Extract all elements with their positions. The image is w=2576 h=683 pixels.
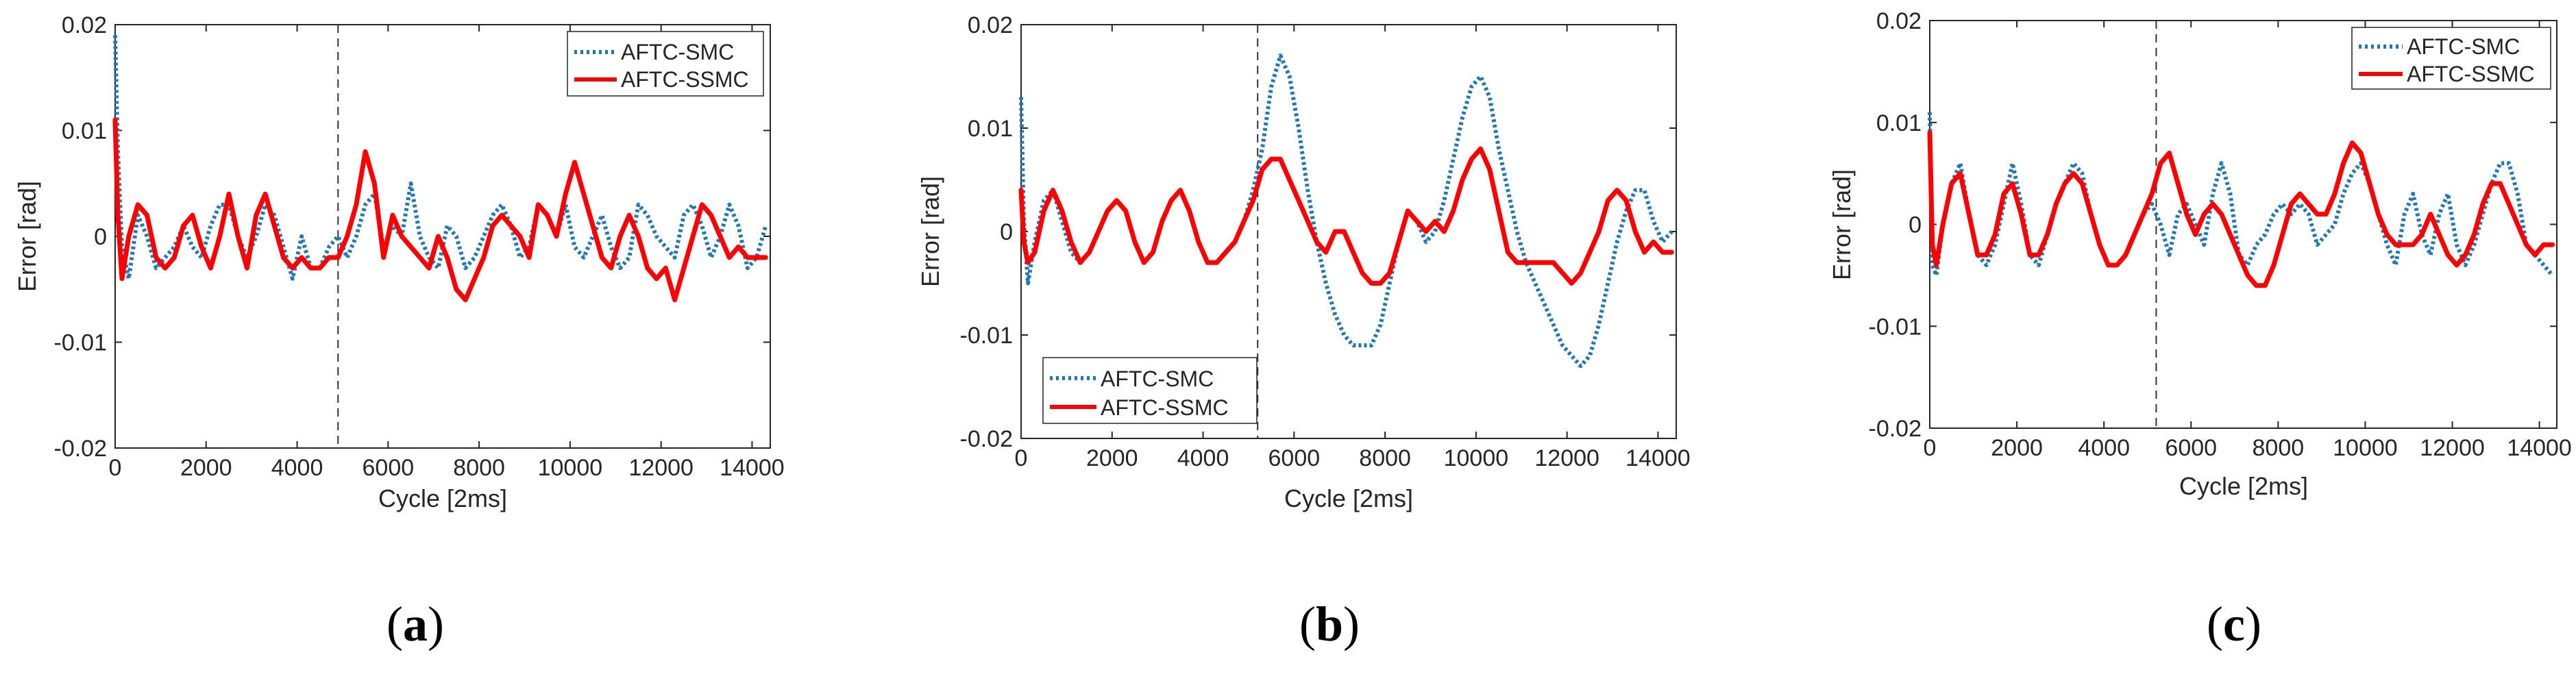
x-tick-label-b: 0 xyxy=(1015,445,1028,471)
x-tick-label-b: 2000 xyxy=(1086,445,1138,471)
x-axis-label-c: Cycle [2ms] xyxy=(2179,472,2308,500)
y-tick-label-b: 0.02 xyxy=(968,12,1013,38)
caption-letter-a: a xyxy=(403,597,428,651)
x-tick-label-a: 8000 xyxy=(453,455,505,481)
y-tick-label-b: 0 xyxy=(1000,219,1013,245)
x-tick-label-a: 4000 xyxy=(271,455,323,481)
x-tick-label-a: 12000 xyxy=(628,455,694,481)
grid-layer-c: 0 2000 4000 6000 8000 10000 12000 14000 -0.02 -0.… xyxy=(1869,8,2572,461)
x-axis-label-a: Cycle [2ms] xyxy=(378,484,507,512)
legend-label-smc-a: AFTC-SMC xyxy=(621,40,734,64)
x-tick-label-c: 14000 xyxy=(2507,435,2572,461)
y-axis-label-c: Error [rad] xyxy=(1828,169,1856,280)
caption-c: (c) xyxy=(2207,597,2261,651)
caption-b: (b) xyxy=(1299,597,1360,651)
x-tick-label-b: 8000 xyxy=(1359,445,1411,471)
x-tick-label-c: 12000 xyxy=(2420,435,2485,461)
y-tick-label-a: 0 xyxy=(94,224,107,250)
panel-a: 0 2000 4000 6000 8000 10000 12000 14000 -0.02 -0.… xyxy=(13,12,785,651)
y-axis-label-a: Error [rad] xyxy=(13,181,41,292)
grid-layer-a: 0 2000 4000 6000 8000 10000 12000 14000 -0.02 -0.… xyxy=(54,12,785,481)
x-tick-label-c: 10000 xyxy=(2333,435,2398,461)
legend-label-ssmc-a: AFTC-SSMC xyxy=(621,67,749,92)
series-layer-c xyxy=(1927,21,2555,428)
x-tick-label-b: 10000 xyxy=(1444,445,1509,471)
y-tick-label-c: 0 xyxy=(1909,212,1922,238)
caption-letter-c: c xyxy=(2223,597,2245,651)
series-line-aftc-smc-b xyxy=(1019,53,1673,369)
grid-layer-b: 0 2000 4000 6000 8000 10000 12000 14000 -0.02 -0.… xyxy=(960,12,1691,471)
x-tick-label-c: 6000 xyxy=(2165,435,2217,461)
legend-label-ssmc-c: AFTC-SSMC xyxy=(2407,62,2535,86)
x-tick-label-b: 14000 xyxy=(1626,445,1691,471)
legend-label-smc-b: AFTC-SMC xyxy=(1101,367,1214,391)
series-line-aftc-ssmc-b xyxy=(1018,146,1674,286)
legend-box-a xyxy=(567,31,764,97)
x-tick-label-b: 4000 xyxy=(1177,445,1229,471)
series-layer-a xyxy=(112,25,768,448)
series-layer-b xyxy=(1018,25,1674,438)
y-tick-label-a: 0.02 xyxy=(62,12,107,38)
y-tick-label-c: 0.02 xyxy=(1876,8,1922,34)
series-line-aftc-smc-a xyxy=(113,35,768,281)
x-tick-label-c: 8000 xyxy=(2253,435,2305,461)
y-tick-label-a: -0.02 xyxy=(54,436,108,462)
legend-b: AFTC-SMC AFTC-SSMC xyxy=(1042,357,1258,424)
y-tick-label-a: -0.01 xyxy=(54,330,108,356)
x-tick-label-c: 2000 xyxy=(1991,435,2043,461)
x-tick-label-c: 4000 xyxy=(2078,435,2130,461)
legend-label-smc-c: AFTC-SMC xyxy=(2407,34,2520,59)
series-line-aftc-ssmc-c xyxy=(1927,130,2555,288)
panel-c: 0 2000 4000 6000 8000 10000 12000 14000 -0.02 -0.… xyxy=(1828,8,2572,651)
y-tick-label-c: 0.01 xyxy=(1876,110,1922,136)
x-tick-label-b: 6000 xyxy=(1268,445,1321,471)
x-tick-label-a: 6000 xyxy=(363,455,415,481)
panel-b: 0 2000 4000 6000 8000 10000 12000 14000 -0.02 -0.… xyxy=(916,12,1691,651)
legend-box-b xyxy=(1042,357,1258,424)
x-tick-label-a: 2000 xyxy=(180,455,232,481)
series-line-aftc-ssmc-a xyxy=(112,117,768,303)
x-tick-label-a: 10000 xyxy=(538,455,603,481)
y-tick-label-c: -0.01 xyxy=(1869,314,1922,340)
legend-c: AFTC-SMC AFTC-SSMC xyxy=(2351,27,2551,90)
y-tick-label-b: -0.02 xyxy=(960,426,1014,452)
series-line-aftc-smc-c xyxy=(1928,112,2554,277)
y-axis-label-b: Error [rad] xyxy=(916,176,944,287)
x-tick-label-c: 0 xyxy=(1924,435,1937,461)
legend-box-c xyxy=(2351,27,2551,90)
x-tick-label-a: 14000 xyxy=(720,455,785,481)
x-tick-label-a: 0 xyxy=(109,455,122,481)
y-tick-label-a: 0.01 xyxy=(62,119,107,145)
y-tick-label-b: -0.01 xyxy=(960,323,1014,349)
caption-a: (a) xyxy=(387,597,444,651)
x-axis-label-b: Cycle [2ms] xyxy=(1284,484,1413,512)
y-tick-label-b: 0.01 xyxy=(968,116,1013,142)
legend-label-ssmc-b: AFTC-SSMC xyxy=(1101,395,1229,420)
caption-letter-b: b xyxy=(1316,597,1343,651)
legend-a: AFTC-SMC AFTC-SSMC xyxy=(567,31,764,97)
x-tick-label-b: 12000 xyxy=(1534,445,1599,471)
y-tick-label-c: -0.02 xyxy=(1869,416,1922,442)
